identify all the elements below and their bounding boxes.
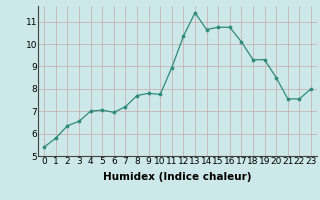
X-axis label: Humidex (Indice chaleur): Humidex (Indice chaleur): [103, 172, 252, 182]
